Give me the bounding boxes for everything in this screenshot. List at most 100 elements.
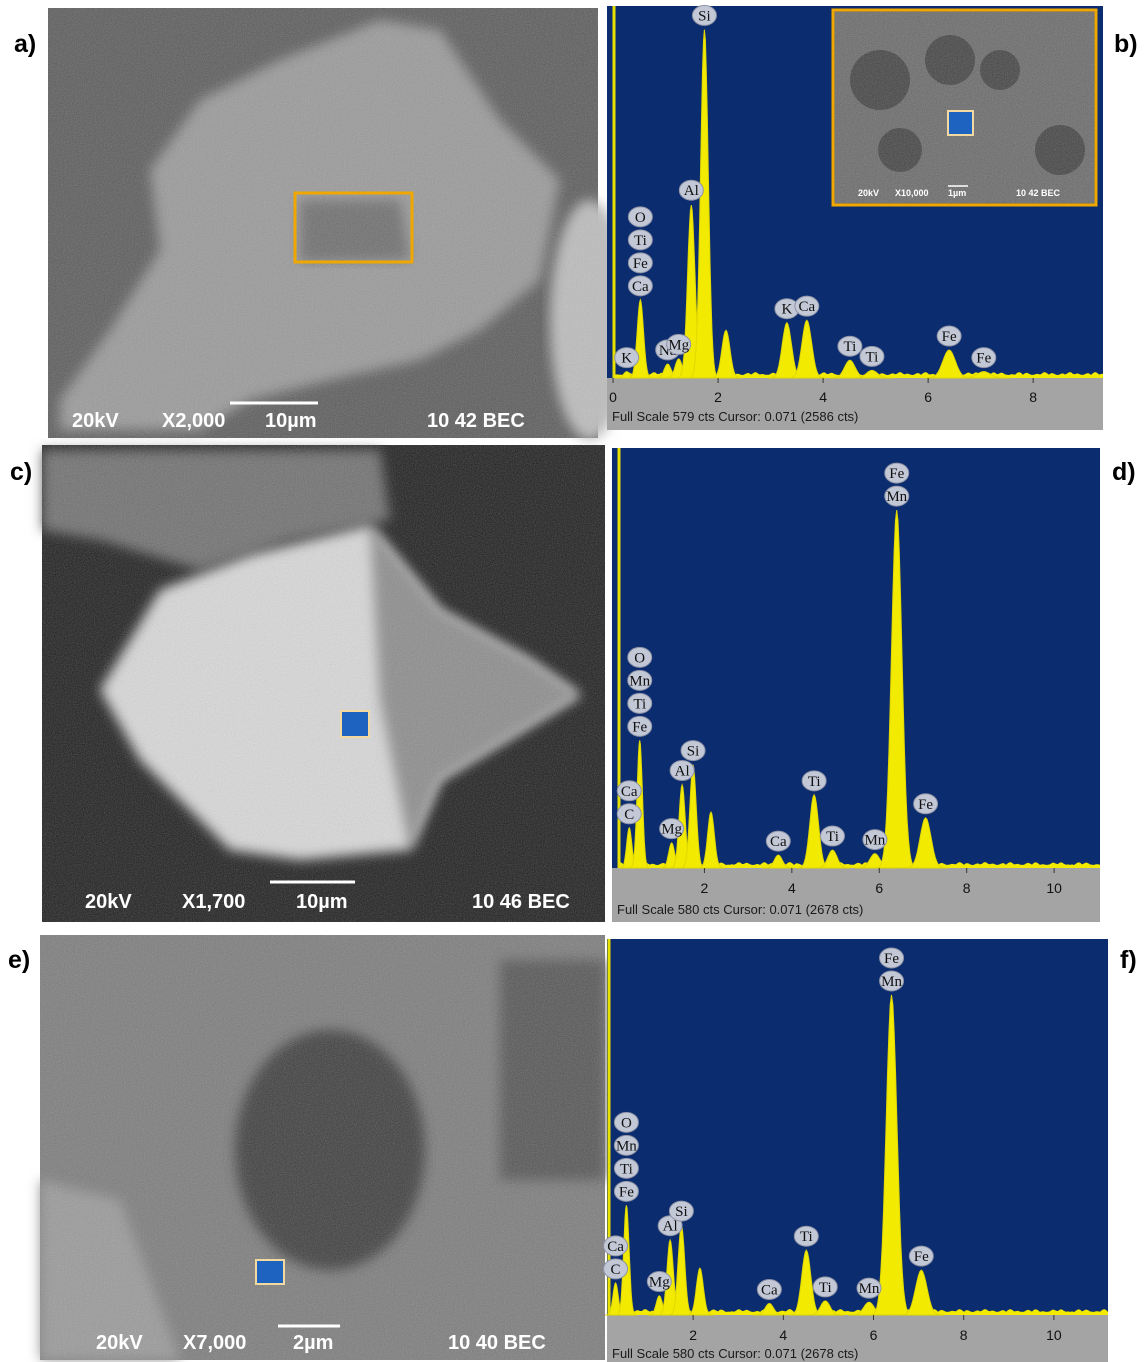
element-badge: [616, 803, 642, 825]
element-label: Ti: [808, 774, 821, 790]
element-badge: [646, 1271, 672, 1293]
panel-label: c): [10, 458, 32, 486]
sem-image-a: 20kV X2,000 10µm 10 42 BEC: [48, 8, 630, 440]
element-badge: [627, 252, 653, 274]
peak: [689, 29, 720, 379]
peak: [806, 1300, 845, 1316]
peak: [627, 298, 654, 379]
element-label: Mn: [886, 489, 907, 505]
element-label: Ca: [798, 299, 815, 315]
element-label: Fe: [619, 1184, 634, 1200]
element-badge: [884, 462, 910, 484]
element-label: Al: [684, 183, 699, 199]
element-badge: [801, 770, 827, 792]
element-badge: [627, 646, 653, 668]
element-label: Ti: [826, 829, 839, 845]
panel-label: e): [8, 946, 30, 974]
element-label: Fe: [976, 351, 991, 367]
eds-spectrum: 2 4 6 8 10 Full Scale 580 cts Cursor: 0.071 (…: [612, 448, 1100, 922]
caption: 10 46 BEC: [472, 891, 570, 913]
element-label: Si: [687, 744, 700, 760]
element-label: Ca: [632, 279, 649, 295]
element-label: Mg: [661, 822, 682, 838]
element-label: Ca: [770, 834, 787, 850]
caption: 2µm: [293, 1332, 333, 1354]
element-label: C: [611, 1262, 621, 1278]
element-badge: [856, 1277, 882, 1299]
spectrum-frame: [607, 1315, 1108, 1362]
element-badge: [666, 333, 692, 355]
element-label: Mg: [668, 337, 689, 353]
element-label: Ca: [607, 1239, 624, 1255]
element-badge: [936, 325, 962, 347]
element-label: Ti: [843, 339, 856, 355]
element-badge: [879, 947, 905, 969]
element-badge: [859, 345, 885, 367]
element-label: Ti: [800, 1229, 813, 1245]
peak: [957, 371, 1011, 379]
element-badge: [765, 830, 791, 852]
x-tick-label: 4: [779, 1327, 787, 1343]
element-label: Ti: [866, 349, 879, 365]
element-label: Fe: [918, 797, 933, 813]
element-label: Fe: [914, 1249, 929, 1265]
x-tick-label: 8: [1029, 389, 1037, 405]
peak: [870, 994, 914, 1316]
element-badge: [613, 1134, 639, 1156]
element-badge: [603, 1258, 629, 1280]
element-label: Al: [675, 763, 690, 779]
element-badge: [627, 275, 653, 297]
element-label: O: [621, 1115, 632, 1131]
peak: [629, 740, 651, 869]
element-label: Mn: [629, 673, 650, 689]
caption: X1,700: [182, 891, 245, 913]
peak: [850, 369, 894, 379]
peak: [686, 1267, 714, 1316]
panel-label: d): [1112, 458, 1136, 486]
footer-text: Full Scale 580 cts Cursor: 0.071 (2678 c…: [612, 1346, 858, 1361]
element-badge: [613, 1111, 639, 1133]
caption: X2,000: [162, 410, 225, 432]
element-label: Ti: [634, 233, 647, 249]
element-badge: [627, 229, 653, 251]
inset-caption: X10,000: [895, 188, 929, 198]
inset-caption: 20kV: [858, 188, 879, 198]
x-tick-label: 6: [870, 1327, 878, 1343]
element-label: Fe: [884, 951, 899, 967]
element-badge: [819, 825, 845, 847]
x-tick-label: 0: [609, 389, 617, 405]
plot-area: [612, 448, 1100, 868]
element-badge: [691, 4, 717, 26]
element-badge: [812, 1276, 838, 1298]
element-badge: [793, 1225, 819, 1247]
element-badge: [614, 347, 640, 369]
peak: [615, 1205, 638, 1316]
spectrum-frame: [607, 378, 1103, 430]
peak: [787, 319, 827, 379]
peak: [903, 817, 948, 869]
element-badge: [884, 485, 910, 507]
x-tick-label: 8: [960, 1327, 968, 1343]
panel-label: f): [1120, 946, 1137, 974]
element-label: Mg: [649, 1275, 670, 1291]
caption: 20kV: [85, 891, 132, 913]
element-label: Ti: [620, 1161, 633, 1177]
element-label: Fe: [633, 256, 648, 272]
caption: 10 42 BEC: [427, 410, 525, 432]
caption: 10µm: [296, 891, 348, 913]
inset-grain: [835, 12, 1094, 203]
x-tick-label: 4: [788, 880, 796, 896]
x-tick-label: 2: [689, 1327, 697, 1343]
element-label: Mn: [881, 974, 902, 990]
x-tick-label: 2: [701, 880, 709, 896]
element-label: Mn: [616, 1138, 637, 1154]
panel-label: a): [14, 30, 36, 58]
caption: X7,000: [183, 1332, 246, 1354]
element-badge: [627, 715, 653, 737]
element-label: Fe: [632, 719, 647, 735]
element-badge: [669, 759, 695, 781]
peak: [898, 1269, 944, 1316]
caption: 20kV: [96, 1332, 143, 1354]
element-label: Ca: [761, 1282, 778, 1298]
